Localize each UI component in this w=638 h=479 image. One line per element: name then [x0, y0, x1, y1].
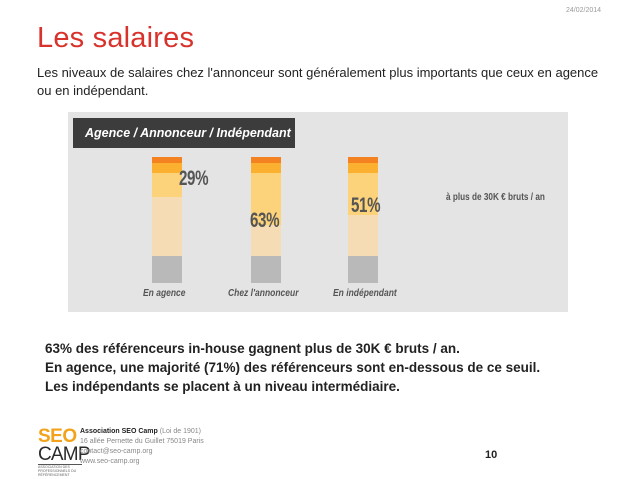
summary-block: 63% des référenceurs in-house gagnent pl… — [45, 339, 540, 396]
intro-text: Les niveaux de salaires chez l'annonceur… — [37, 65, 599, 98]
bar-segment — [152, 197, 182, 256]
salary-chart: Agence / Annonceur / Indépendant 29% 63%… — [68, 112, 568, 312]
bar-segment — [152, 173, 182, 197]
bar-segment — [251, 256, 281, 283]
logo-camp-text: CAMP — [38, 444, 91, 465]
bar-chez-annonceur — [251, 157, 281, 283]
x-label-independant: En indépendant — [333, 288, 397, 299]
bar-segment — [152, 157, 182, 163]
footer-info: Association SEO Camp (Loi de 1901) 16 al… — [80, 427, 204, 467]
bar-segment — [152, 163, 182, 173]
logo-tagline: ASSOCIATION DES PROFESSIONNELS DU RÉFÉRE… — [38, 465, 77, 477]
bar-segment — [348, 256, 378, 283]
footer-address: 16 allée Pernette du Guillet 75019 Paris — [80, 438, 204, 445]
summary-line: En agence, une majorité (71%) des référe… — [45, 360, 541, 375]
bar-segment — [348, 215, 378, 256]
summary-line: 63% des référenceurs in-house gagnent pl… — [45, 341, 460, 356]
footer-website[interactable]: www.seo-camp.org — [80, 458, 140, 465]
value-label-independant: 51% — [351, 194, 381, 217]
footer-email[interactable]: contact@seo-camp.org — [80, 448, 153, 455]
bar-en-independant — [348, 157, 378, 283]
x-label-agence: En agence — [143, 288, 186, 299]
org-suffix: (Loi de 1901) — [157, 428, 201, 435]
page-number: 10 — [485, 449, 498, 461]
chart-title: Agence / Annonceur / Indépendant — [73, 118, 295, 148]
slide-date: 24/02/2014 — [566, 7, 602, 14]
bar-segment — [348, 163, 378, 173]
bar-en-agence — [152, 157, 182, 283]
bar-segment — [348, 157, 378, 163]
bar-segment — [251, 173, 281, 225]
slide-title: Les salaires — [37, 22, 195, 54]
value-label-agence: 29% — [179, 167, 209, 190]
org-name: Association SEO Camp — [80, 428, 158, 435]
bar-segment — [152, 256, 182, 283]
x-label-annonceur: Chez l'annonceur — [228, 288, 299, 299]
logo-divider — [38, 464, 82, 465]
footer-org: Association SEO Camp (Loi de 1901) — [80, 427, 204, 437]
bar-segment — [251, 163, 281, 173]
chart-annotation: à plus de 30K € bruts / an — [446, 192, 545, 203]
bar-segment — [251, 225, 281, 256]
seo-camp-logo: SEO CAMP ASSOCIATION DES PROFESSIONNELS … — [38, 426, 91, 477]
bar-segment — [348, 173, 378, 215]
bar-segment — [251, 157, 281, 163]
logo-seo-text: SEO — [38, 426, 77, 447]
value-label-annonceur: 63% — [250, 209, 280, 232]
summary-line: Les indépendants se placent à un niveau … — [45, 379, 400, 394]
